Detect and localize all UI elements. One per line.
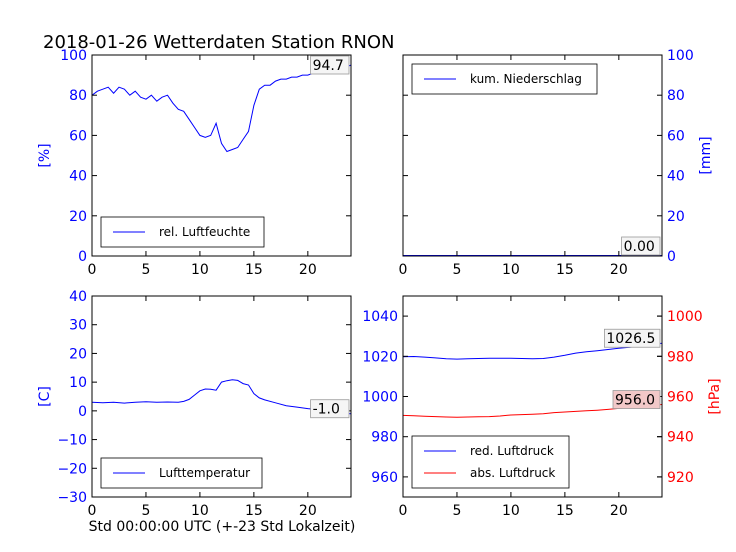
y-tick-label: 0 — [667, 249, 676, 265]
y-tick-label: 960 — [371, 470, 398, 486]
x-axis-label: Std 00:00:00 UTC (+-23 Std Lokalzeit) — [89, 519, 356, 535]
x-tick-label: 15 — [245, 503, 263, 519]
y-axis-label: [mm] — [698, 136, 714, 174]
y-tick-label: 20 — [667, 209, 685, 225]
x-tick-label: 0 — [399, 262, 408, 278]
y-tick-label: 40 — [69, 289, 87, 305]
last-value-box — [310, 55, 350, 75]
y2-tick-label: 940 — [667, 430, 694, 446]
last-value-text: 956.0 — [615, 393, 655, 409]
y-tick-label: 30 — [69, 318, 87, 334]
panel-humidity: 0 5 10 15 20 0 20 40 60 80 100 [%] rel. Luftfeuchte 9… — [37, 48, 352, 278]
last-value-text: -1.0 — [313, 402, 340, 418]
y-tick-label: 40 — [667, 169, 685, 185]
y2-tick-label: 960 — [667, 390, 694, 406]
y2-tick-label: 920 — [667, 470, 694, 486]
x-tick-label: 5 — [452, 262, 461, 278]
legend: rel. Luftfeuchte — [100, 216, 265, 248]
y-tick-label: 0 — [78, 249, 87, 265]
x-tick-label: 10 — [502, 503, 520, 519]
legend-label: rel. Luftfeuchte — [159, 225, 250, 239]
y-tick-label: 60 — [69, 128, 87, 144]
last-value-text: 94.7 — [313, 58, 344, 74]
y-axis-label: [C] — [37, 386, 53, 407]
series-line-temperature-0 — [92, 379, 351, 415]
y-tick-label: 60 — [667, 128, 685, 144]
x-tick-label: 10 — [502, 262, 520, 278]
legend-box — [411, 435, 570, 489]
y2-tick-label: 980 — [667, 349, 694, 365]
x-tick-label: 10 — [191, 262, 209, 278]
legend-label: Lufttemperatur — [159, 466, 250, 480]
y-tick-label: 1000 — [362, 390, 398, 406]
x-tick-label: 20 — [299, 503, 317, 519]
plot-frame — [91, 295, 352, 498]
last-value-text: 1026.5 — [606, 331, 655, 347]
y-tick-label: 80 — [69, 88, 87, 104]
y-tick-label: −20 — [57, 461, 87, 477]
panel-temperature: 0 5 10 15 20 −30 −20 −10 0 10 20 30 40 [C] Lufttempera… — [37, 289, 352, 519]
y-tick-label: 980 — [371, 430, 398, 446]
legend-label: kum. Niederschlag — [470, 72, 582, 86]
x-tick-label: 5 — [141, 503, 150, 519]
series-line-pressure-0 — [403, 342, 662, 360]
panel-pressure: 0 5 10 15 20 960 980 1000 1020 1040 920 940 960 980 10… — [362, 295, 723, 519]
y-tick-label: 20 — [69, 209, 87, 225]
y2-tick-label: 1000 — [667, 309, 703, 325]
x-tick-label: 15 — [245, 262, 263, 278]
legend-label: red. Luftdruck — [470, 444, 554, 458]
x-tick-label: 0 — [399, 503, 408, 519]
legend: red. Luftdruck abs. Luftdruck — [411, 435, 570, 489]
last-value-box — [621, 236, 661, 256]
x-tick-label: 0 — [88, 262, 97, 278]
y-tick-label: 80 — [667, 88, 685, 104]
last-value-text: 0.00 — [624, 239, 655, 255]
x-tick-label: 0 — [88, 503, 97, 519]
y-tick-label: 1040 — [362, 309, 398, 325]
figure-title: 2018-01-26 Wetterdaten Station RNON — [43, 32, 394, 53]
y-tick-label: −10 — [57, 433, 87, 449]
legend-label: abs. Luftdruck — [470, 466, 555, 480]
y2-axis-label: [hPa] — [707, 378, 723, 414]
legend: Lufttemperatur — [100, 457, 263, 489]
plot-frame — [91, 54, 352, 257]
y-tick-label: 10 — [69, 375, 87, 391]
x-tick-label: 10 — [191, 503, 209, 519]
x-tick-label: 20 — [610, 503, 628, 519]
y-axis-label: [%] — [37, 143, 53, 167]
last-value-box — [310, 399, 350, 419]
series-line-humidity-0 — [92, 64, 351, 153]
x-tick-label: 5 — [452, 503, 461, 519]
panel-precipitation: 0 5 10 15 20 0 20 40 60 80 100 [mm] kum. Niederschla… — [399, 48, 714, 278]
y-tick-label: 20 — [69, 346, 87, 362]
y-tick-label: 40 — [69, 169, 87, 185]
x-tick-label: 20 — [299, 262, 317, 278]
x-tick-label: 5 — [141, 262, 150, 278]
x-tick-label: 20 — [610, 262, 628, 278]
last-value-box — [612, 390, 661, 409]
legend: kum. Niederschlag — [411, 63, 598, 95]
last-value-box — [604, 328, 661, 348]
y-tick-label: −30 — [57, 490, 87, 506]
y-tick-label: 100 — [60, 48, 87, 64]
x-tick-label: 15 — [556, 503, 574, 519]
y-tick-label: 100 — [667, 48, 694, 64]
x-tick-label: 15 — [556, 262, 574, 278]
y-tick-label: 1020 — [362, 349, 398, 365]
y-tick-label: 0 — [78, 404, 87, 420]
plot-frame — [402, 54, 663, 257]
